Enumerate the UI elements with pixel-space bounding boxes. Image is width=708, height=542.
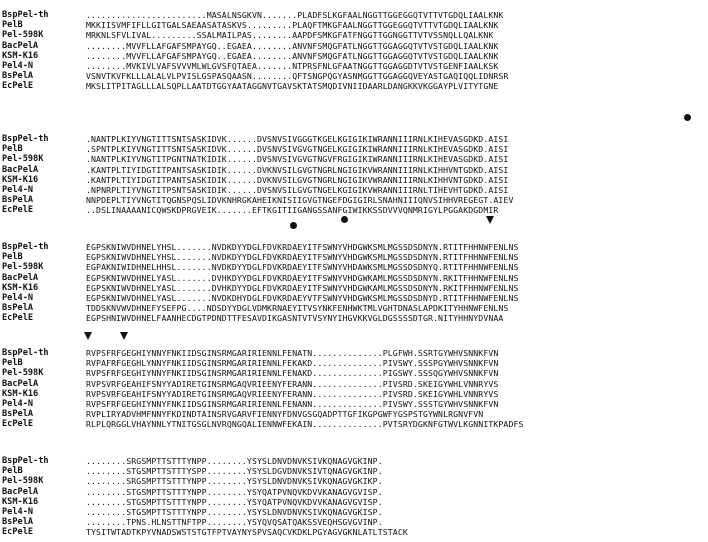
sequence-labels: BspPel-th PelB Pel-598K BacPelA KSM-K16 … bbox=[2, 10, 82, 92]
sequence-label: Pel-598K bbox=[2, 262, 44, 273]
sequence-label: EcPelE bbox=[2, 205, 34, 216]
aligned-sequence: MRKNLSFVLIVAL.........SSALMAILPAS.......… bbox=[86, 30, 494, 41]
sequence-labels: BspPel-th PelB Pel-598K BacPelA KSM-K16 … bbox=[2, 456, 82, 538]
sequence-label: BspPel-th bbox=[2, 10, 49, 20]
sequence-label: Pel-598K bbox=[2, 154, 44, 165]
sequence-label: EcPelE bbox=[2, 81, 34, 92]
aligned-sequence: EGPSKNIWVDHNELYHSL.......NVDKDYYDGLFDVKR… bbox=[86, 252, 519, 263]
aligned-sequence: ..DSLINAAAANICQWSKDPRGVEIK.......EFTKGIT… bbox=[86, 205, 499, 216]
aligned-sequence: ........SRGSMPTTSTTTYNPP........YSYSLDNV… bbox=[86, 476, 383, 487]
aligned-sequence: EGPSKNIWVDHNELYASL.......NVDKDHYDGLFDVKR… bbox=[86, 292, 519, 303]
sequence-rows: RVPSFRFGEGHIYNNYFNKIIDSGINSRMGARIRIENNLF… bbox=[86, 348, 524, 430]
aligned-sequence: .KANTPLTIYIDGTITPANTSASKIDIK......DVKNVS… bbox=[86, 164, 509, 175]
active-site-dot-icon bbox=[684, 114, 691, 121]
sequence-label: EcPelE bbox=[2, 313, 34, 324]
sequence-label: BacPelA bbox=[2, 486, 39, 497]
sequence-labels: BspPel-th PelB Pel-598K BacPelA KSM-K16 … bbox=[2, 242, 82, 324]
sequence-label: PelB bbox=[2, 466, 23, 477]
sequence-label: KSM-K16 bbox=[2, 496, 39, 507]
aligned-sequence: MKKIISVMFIFLLGITGALSAEAASATASKVS........… bbox=[86, 20, 499, 31]
aligned-sequence: ........MVVFLLAFGAFSMPAYGQ..EGAEA.......… bbox=[86, 40, 499, 51]
aligned-sequence: EGPSHNIWVDHNELFAANHECDGTPDNDTTFESAVDIKGA… bbox=[86, 313, 504, 324]
aligned-sequence: NNPDEPLTIYVNGTITQGNSPQSLIDVKNHRGKAHEIKNI… bbox=[86, 195, 514, 206]
sequence-label: Pel4-N bbox=[2, 60, 34, 71]
sequence-label: KSM-K16 bbox=[2, 50, 39, 61]
sequence-label: KSM-K16 bbox=[2, 174, 39, 185]
sequence-label: PelB bbox=[2, 144, 23, 155]
aligned-sequence: RVPSFRFGEGHIYNNYFNKIIDSGINSRMGARIRIENNLF… bbox=[86, 398, 499, 409]
aligned-sequence: RLPLQRGGLVHAYNNLYTNITGSGLNVRQNGQALIENNWF… bbox=[86, 419, 524, 430]
aligned-sequence: EGPSKNIWVDHNELYHSL.......NVDKDYYDGLFDVKR… bbox=[86, 242, 519, 252]
sequence-label: BacPelA bbox=[2, 272, 39, 283]
sequence-labels: BspPel-th PelB Pel-598K BacPelA KSM-K16 … bbox=[2, 348, 82, 430]
active-site-dot-icon bbox=[341, 216, 348, 223]
sequence-label: Pel-598K bbox=[2, 368, 44, 379]
aligned-sequence: EGPAKNIWIDHNELHHSL.......NVDKDYYDGLFDVKR… bbox=[86, 262, 519, 273]
aligned-sequence: .SPNTPLKIYVNGTITTSNTSASKIDVK......DVSNVS… bbox=[86, 144, 509, 155]
sequence-label: BspPel-th bbox=[2, 348, 49, 358]
aligned-sequence: .KANTPLTIYIDGTITPANTSASKIDIK......DVKNVS… bbox=[86, 174, 509, 185]
sequence-rows: EGPSKNIWVDHNELYHSL.......NVDKDYYDGLFDVKR… bbox=[86, 242, 519, 324]
aligned-sequence: .NANTPLKIYVNGTITPGNTNATKIDIK......DVSNVS… bbox=[86, 154, 509, 165]
sequence-label: BsPelA bbox=[2, 303, 34, 314]
sequence-label: BsPelA bbox=[2, 195, 34, 206]
aligned-sequence: ........STGSMPTTSTTTYSPP........YSYSLDGV… bbox=[86, 466, 383, 477]
sequence-rows: .NANTPLKIYVNGTITTSNTSASKIDVK......DVSNVS… bbox=[86, 134, 514, 216]
aligned-sequence: RVPAFRFGEGHLYNNYFNKIIDSGINSRMGARIRIENNLF… bbox=[86, 358, 499, 369]
aligned-sequence: ........SRGSMPTTSTTTYNPP........YSYSLDNV… bbox=[86, 456, 383, 466]
sequence-label: BsPelA bbox=[2, 409, 34, 420]
aligned-sequence: EGPSKNIWVDHNELYASL.......DVHKDYYDGLFDVKR… bbox=[86, 272, 519, 283]
sequence-label: BspPel-th bbox=[2, 242, 49, 252]
aligned-sequence: RVPSFRFGEGHIYNNYFNKIIDSGINSRMGARIRIENNLF… bbox=[86, 368, 499, 379]
aligned-sequence: VSNVTKVFKLLLALALVLPVISLGSPASQAASN.......… bbox=[86, 71, 509, 82]
aligned-sequence: RVPSVRFGEAHIFSNYYADIRETGINSRMGAQVRIEENYF… bbox=[86, 378, 499, 389]
sequence-labels: BspPel-th PelB Pel-598K BacPelA KSM-K16 … bbox=[2, 134, 82, 216]
sequence-label: Pel-598K bbox=[2, 30, 44, 41]
sequence-label: Pel4-N bbox=[2, 506, 34, 517]
triangle-marker-icon bbox=[84, 332, 92, 340]
triangle-marker-icon bbox=[486, 216, 494, 224]
sequence-label: BacPelA bbox=[2, 40, 39, 51]
sequence-label: BspPel-th bbox=[2, 456, 49, 466]
sequence-label: Pel4-N bbox=[2, 184, 34, 195]
sequence-label: PelB bbox=[2, 358, 23, 369]
sequence-label: KSM-K16 bbox=[2, 388, 39, 399]
sequence-label: Pel-598K bbox=[2, 476, 44, 487]
aligned-sequence: .NANTPLKIYVNGTITTSNTSASKIDVK......DVSNVS… bbox=[86, 134, 509, 144]
sequence-label: PelB bbox=[2, 20, 23, 31]
aligned-sequence: ........STGSMPTTSTTTYNPP........YSYQATPV… bbox=[86, 486, 383, 497]
sequence-label: BsPelA bbox=[2, 517, 34, 528]
sequence-label: EcPelE bbox=[2, 527, 34, 538]
aligned-sequence: RVPLIRYADVHMFNNYFKDINDTAINSRVGARVFIENNYF… bbox=[86, 409, 484, 420]
aligned-sequence: TYSITWTADTKPYVNADSWSTSTGTFPTVAYNYSPVSAQC… bbox=[86, 527, 408, 538]
active-site-dot-icon bbox=[290, 222, 297, 229]
aligned-sequence: ........STGSMPTTSTTTYNPP........YSYSLDNV… bbox=[86, 506, 383, 517]
sequence-label: Pel4-N bbox=[2, 398, 34, 409]
aligned-sequence: EGPSKNIWVDHNELYASL.......DVHKDYYDGLFDVKR… bbox=[86, 282, 519, 293]
aligned-sequence: ........TPNS.HLNSTTNFTPP........YSYQVQSA… bbox=[86, 517, 383, 528]
triangle-marker-icon bbox=[120, 332, 128, 340]
sequence-label: BsPelA bbox=[2, 71, 34, 82]
sequence-label: BacPelA bbox=[2, 378, 39, 389]
aligned-sequence: ........................MASALNSGKVN.....… bbox=[86, 10, 504, 20]
aligned-sequence: RVPSFRFGEGHIYNNYFNKIIDSGINSRMGARIRIENNLF… bbox=[86, 348, 499, 358]
aligned-sequence: .NPNRPLTIYVNGTITPSNTSASKIDIK......DVSNVS… bbox=[86, 184, 509, 195]
sequence-label: BacPelA bbox=[2, 164, 39, 175]
aligned-sequence: TDDSKNVWVDHNEFYSEFPG....NDSDYYDGLVDMKRNA… bbox=[86, 303, 509, 314]
aligned-sequence: ........MVKIVLVAFSVVVMLWLGVSFQTAEA......… bbox=[86, 60, 499, 71]
aligned-sequence: MKSLITPITAGLLLALSQPLLAATDTGGYAATAGGNVTGA… bbox=[86, 81, 499, 92]
aligned-sequence: ........MVVFLLAFGAFSMPAYGQ..EGAEA.......… bbox=[86, 50, 499, 61]
sequence-label: BspPel-th bbox=[2, 134, 49, 144]
sequence-label: EcPelE bbox=[2, 419, 34, 430]
sequence-rows: ........................MASALNSGKVN.....… bbox=[86, 10, 508, 92]
aligned-sequence: ........STGSMPTTSTTTYNPP........YSYQATPV… bbox=[86, 496, 383, 507]
sequence-label: KSM-K16 bbox=[2, 282, 39, 293]
aligned-sequence: RVPSVRFGEAHIFSNYYADIRETGINSRMGAQVRIEENYF… bbox=[86, 388, 499, 399]
sequence-rows: ........SRGSMPTTSTTTYNPP........YSYSLDNV… bbox=[86, 456, 408, 538]
sequence-label: PelB bbox=[2, 252, 23, 263]
sequence-label: Pel4-N bbox=[2, 292, 34, 303]
